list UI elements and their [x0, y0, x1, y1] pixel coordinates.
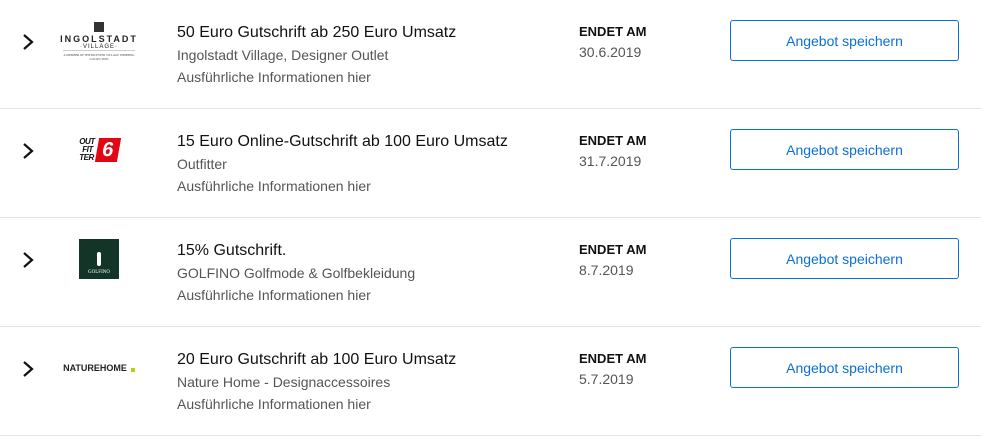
offer-title: 15% Gutschrift. [177, 242, 287, 259]
naturehome-logo: NATUREHOME [55, 343, 143, 393]
offer-row: GOLFINO 15% Gutschrift. GOLFINO Golfmode… [0, 218, 981, 327]
end-date: 5.7.2019 [579, 371, 634, 387]
details-link[interactable]: Ausführliche Informationen hier [177, 287, 371, 303]
logo-text: OUT [79, 137, 95, 146]
offer-merchant: Outfitter [177, 156, 227, 172]
save-offer-button[interactable]: Angebot speichern [730, 238, 959, 279]
end-label: ENDET AM [579, 133, 647, 148]
end-label: ENDET AM [579, 351, 647, 366]
chevron-right-icon[interactable] [20, 359, 36, 379]
offer-merchant: Ingolstadt Village, Designer Outlet [177, 47, 389, 63]
offer-merchant: GOLFINO Golfmode & Golfbekleidung [177, 265, 416, 281]
details-link[interactable]: Ausführliche Informationen hier [177, 396, 371, 412]
logo-text: GOLFINO [88, 270, 110, 275]
end-label: ENDET AM [579, 24, 647, 39]
logo-dot [130, 367, 135, 372]
save-offer-button[interactable]: Angebot speichern [730, 20, 959, 61]
details-link[interactable]: Ausführliche Informationen hier [177, 178, 371, 194]
offer-row: INGOLSTADT ·VILLAGE· A MEMBER OF THE BIC… [0, 0, 981, 109]
offer-title: 15 Euro Online-Gutschrift ab 100 Euro Um… [177, 133, 508, 150]
save-offer-button[interactable]: Angebot speichern [730, 129, 959, 170]
save-offer-button[interactable]: Angebot speichern [730, 347, 959, 388]
logo-text: INGOLSTADT [60, 33, 138, 44]
outfitter-logo: OUT FIT TER 6 [55, 125, 143, 175]
logo-sub: ·VILLAGE· [63, 44, 135, 51]
golfer-icon [97, 252, 101, 266]
chevron-right-icon[interactable] [20, 32, 36, 52]
offer-title: 50 Euro Gutschrift ab 250 Euro Umsatz [177, 24, 457, 41]
ingolstadt-village-logo: INGOLSTADT ·VILLAGE· A MEMBER OF THE BIC… [55, 16, 143, 66]
chevron-right-icon[interactable] [20, 141, 36, 161]
logo-tagline: A MEMBER OF THE BICESTER VILLAGE SHOPPIN… [63, 52, 135, 61]
details-link[interactable]: Ausführliche Informationen hier [177, 69, 371, 85]
logo-text: TER [79, 153, 94, 162]
end-label: ENDET AM [579, 242, 647, 257]
logo-text: NATUREHOME [63, 363, 127, 373]
logo-mark: 6 [94, 138, 121, 162]
logo-text: FIT [82, 145, 93, 154]
end-date: 31.7.2019 [579, 153, 642, 169]
golfino-logo: GOLFINO [55, 234, 143, 284]
offer-row: NATUREHOME 20 Euro Gutschrift ab 100 Eur… [0, 327, 981, 436]
end-date: 8.7.2019 [579, 262, 634, 278]
offer-merchant: Nature Home - Designaccessoires [177, 374, 391, 390]
offer-row: OUT FIT TER 6 15 Euro Online-Gutschrift … [0, 109, 981, 218]
chevron-right-icon[interactable] [20, 250, 36, 270]
end-date: 30.6.2019 [579, 44, 642, 60]
offer-title: 20 Euro Gutschrift ab 100 Euro Umsatz [177, 351, 457, 368]
